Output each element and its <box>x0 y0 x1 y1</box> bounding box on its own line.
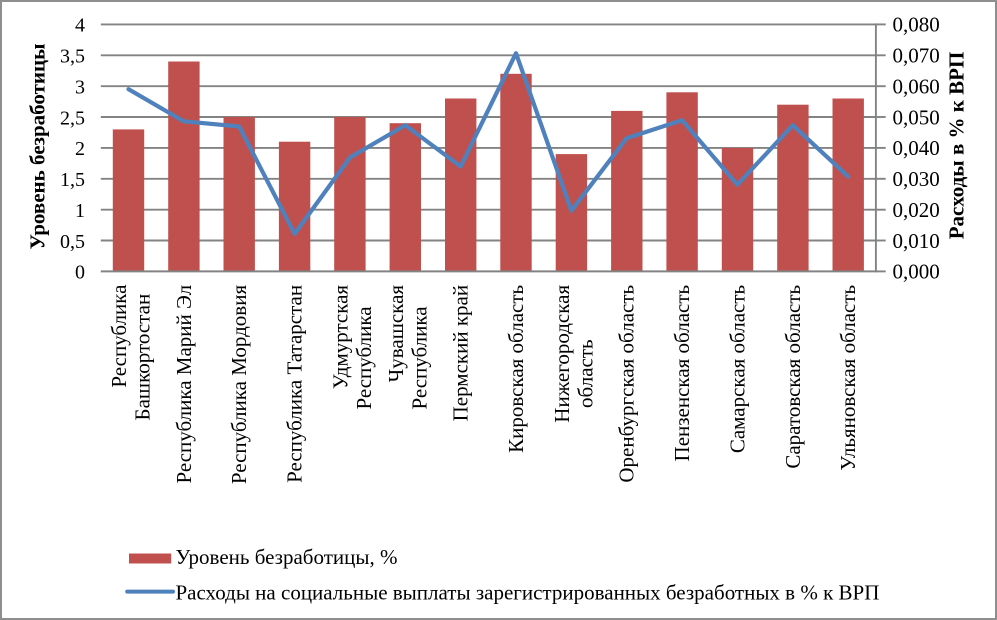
svg-text:1: 1 <box>75 200 85 222</box>
svg-text:Республика: Республика <box>408 306 432 410</box>
svg-text:Уровень безработицы, %: Уровень безработицы, % <box>176 545 398 569</box>
svg-text:0,020: 0,020 <box>893 198 940 222</box>
svg-text:0: 0 <box>75 262 85 284</box>
svg-text:Пермский край: Пермский край <box>449 285 473 421</box>
svg-text:Чувашская: Чувашская <box>384 285 408 383</box>
svg-text:0,010: 0,010 <box>893 229 940 253</box>
svg-text:Ульяновская область: Ульяновская область <box>836 285 860 471</box>
svg-text:Расходы в % к ВРП: Расходы в % к ВРП <box>945 52 969 240</box>
svg-text:Расходы на социальные выплаты: Расходы на социальные выплаты зарегистри… <box>176 581 880 605</box>
svg-text:Удмуртская: Удмуртская <box>328 285 352 390</box>
svg-text:0,040: 0,040 <box>893 136 940 160</box>
svg-text:Пензенская область: Пензенская область <box>670 285 694 462</box>
svg-text:Республика Мордовия: Республика Мордовия <box>227 285 251 485</box>
svg-text:Уровень безработицы: Уровень безработицы <box>26 44 50 250</box>
svg-text:0,070: 0,070 <box>893 44 940 68</box>
svg-text:Республика: Республика <box>352 306 376 410</box>
svg-text:0,050: 0,050 <box>893 105 940 129</box>
svg-text:4: 4 <box>75 15 85 37</box>
svg-text:0,060: 0,060 <box>893 75 940 99</box>
svg-text:0,080: 0,080 <box>893 13 940 37</box>
svg-text:0,030: 0,030 <box>893 167 940 191</box>
svg-text:3: 3 <box>75 77 85 99</box>
svg-text:Самарская область: Самарская область <box>725 285 749 453</box>
svg-text:2: 2 <box>75 138 85 160</box>
svg-text:Оренбургская область: Оренбургская область <box>615 285 639 483</box>
svg-text:область: область <box>574 339 598 408</box>
svg-text:Республика Марий Эл: Республика Марий Эл <box>172 285 196 484</box>
svg-text:Нижегородская: Нижегородская <box>550 285 574 423</box>
svg-text:3,5: 3,5 <box>60 46 85 68</box>
svg-text:1,5: 1,5 <box>60 169 85 191</box>
svg-text:0,000: 0,000 <box>893 260 940 284</box>
svg-text:Республика: Республика <box>107 284 131 388</box>
svg-text:Саратовская область: Саратовская область <box>781 285 805 469</box>
svg-text:0,5: 0,5 <box>60 231 85 253</box>
svg-text:Башкортостан: Башкортостан <box>131 294 155 421</box>
svg-text:Кировская область: Кировская область <box>504 285 528 453</box>
svg-text:2,5: 2,5 <box>60 107 85 129</box>
svg-text:Республика Татарстан: Республика Татарстан <box>283 285 307 483</box>
